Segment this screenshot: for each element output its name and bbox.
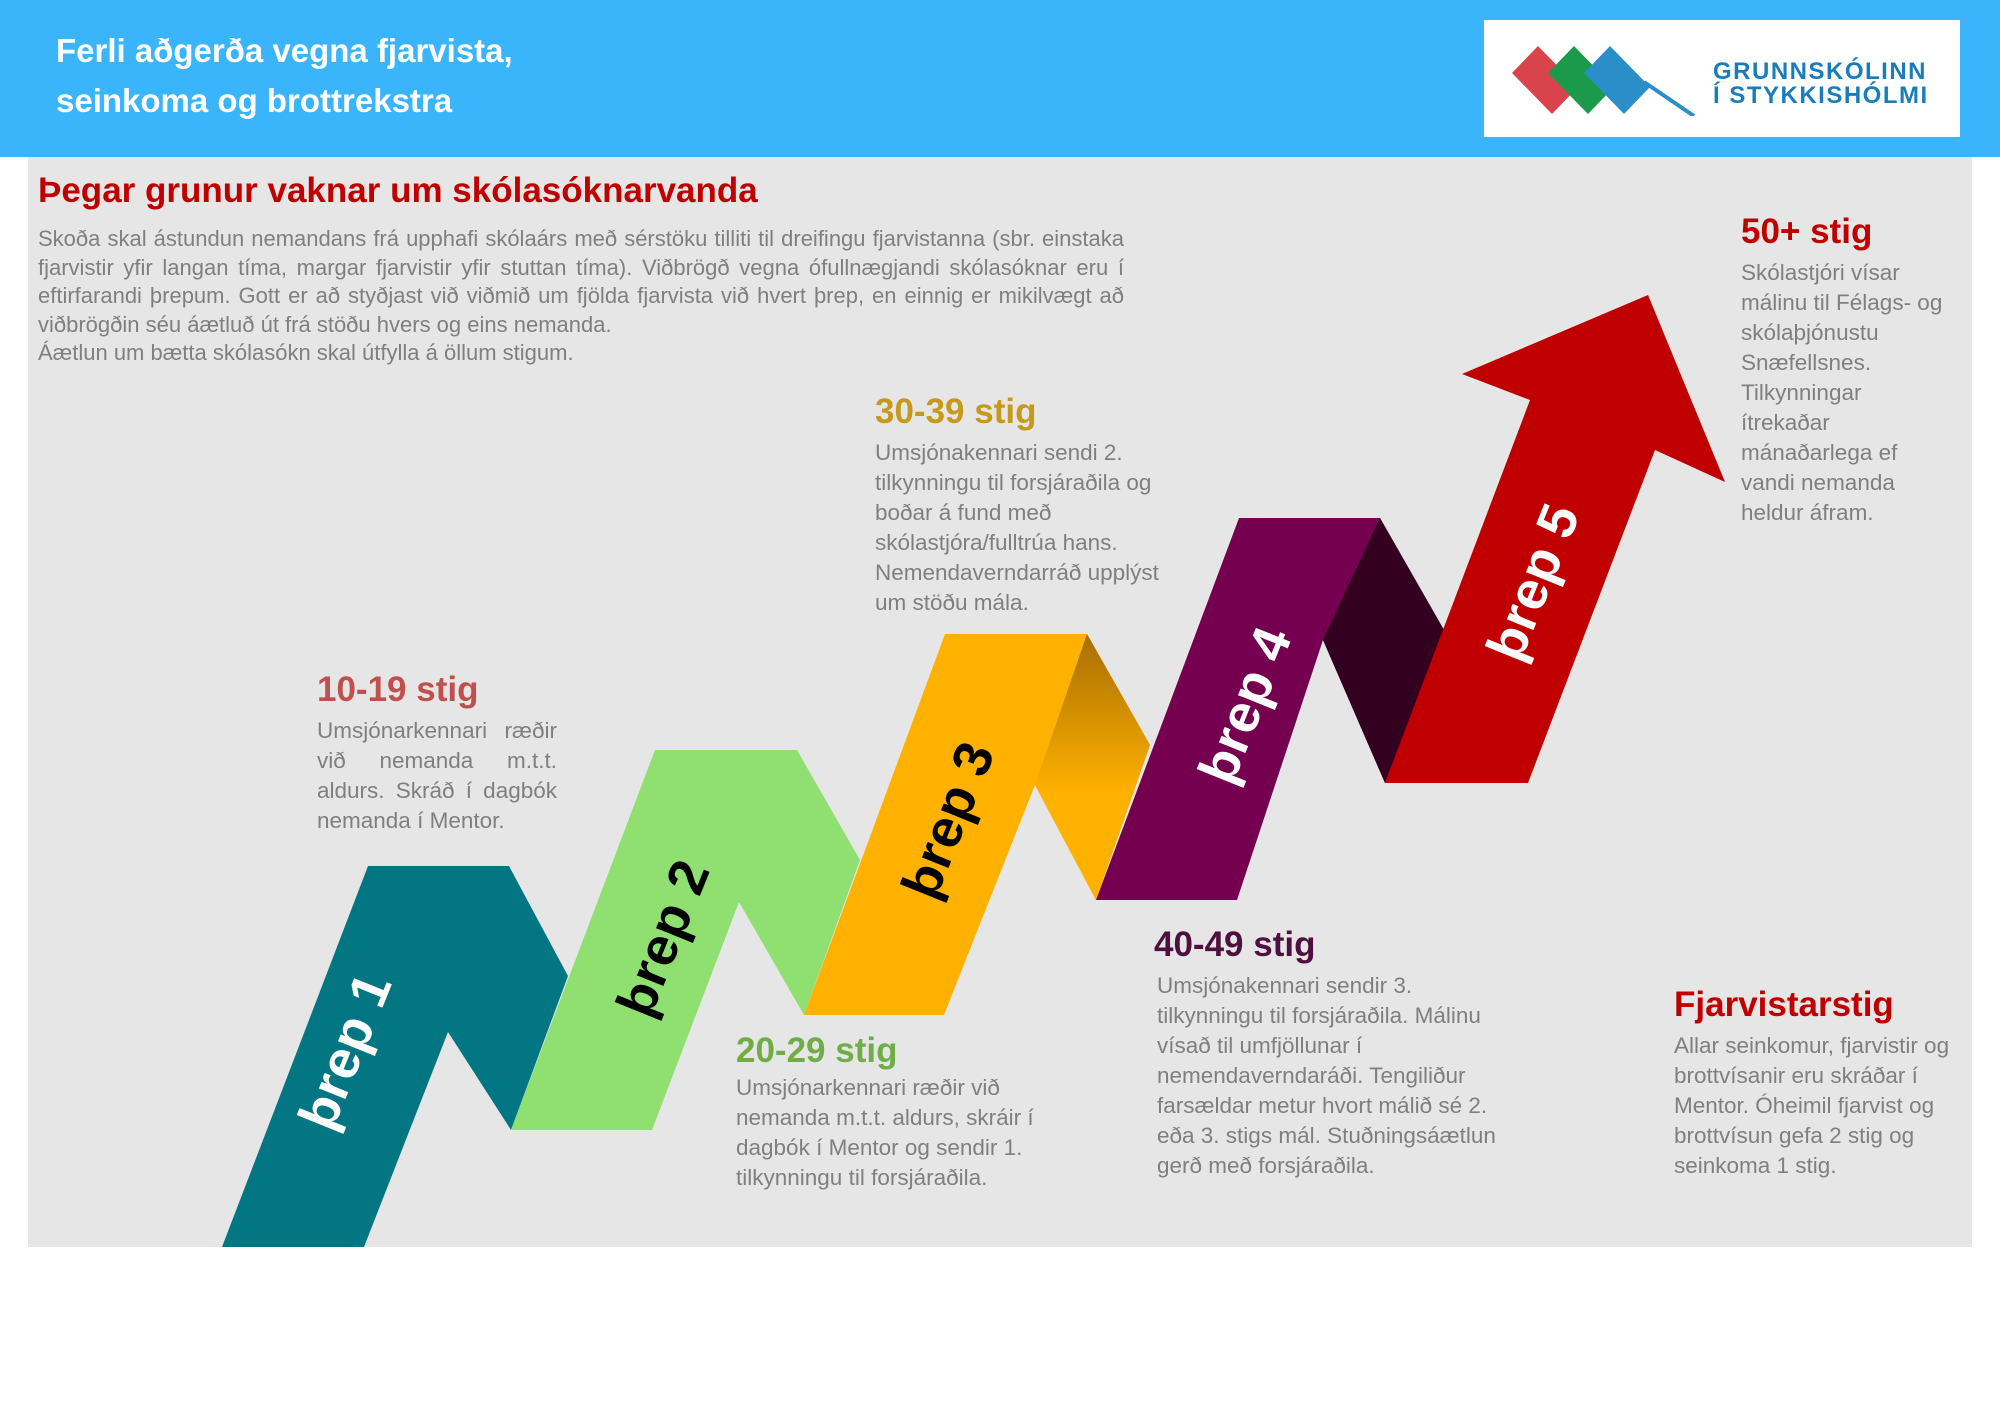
step-3-range: 30-39 stig	[875, 392, 1037, 431]
step-3-description: Umsjónakennari sendi 2. tilkynningu til …	[875, 440, 1159, 615]
step-5-description: Skólastjóri vísar málinu til Félags- og …	[1741, 260, 1943, 525]
page-title-line-2: seinkoma og brottrekstra	[56, 82, 453, 119]
page-title-line-1: Ferli aðgerða vegna fjarvista,	[56, 32, 513, 69]
intro-paragraph: Skoða skal ástundun nemandans frá upphaf…	[38, 226, 1124, 337]
step-1-range: 10-19 stig	[317, 670, 479, 709]
header-bar: Ferli aðgerða vegna fjarvista, seinkoma …	[0, 0, 2000, 157]
step-2-description: Umsjónarkennari ræðir við nemanda m.t.t.…	[736, 1075, 1034, 1190]
step-4-range: 40-49 stig	[1154, 925, 1316, 964]
intro-title: Þegar grunur vaknar um skólasóknarvanda	[38, 171, 758, 210]
step-1-ribbon	[222, 866, 568, 1247]
step-5-arrow	[1385, 295, 1725, 783]
step-2-range: 20-29 stig	[736, 1031, 898, 1070]
logo-mark-icon	[1512, 46, 1696, 116]
school-logo	[1484, 20, 1960, 137]
step-1-description: Umsjónarkennari ræðir við nemanda m.t.t.…	[317, 718, 557, 833]
summary-title: Fjarvistarstig	[1674, 985, 1894, 1024]
summary-description: Allar seinkomur, fjarvistir og brottvísa…	[1674, 1033, 1950, 1178]
intro-text: Skoða skal ástundun nemandans frá upphaf…	[38, 225, 1124, 368]
intro-paragraph-last: Áætlun um bætta skólasókn skal útfylla á…	[38, 340, 574, 365]
step-4-fold	[1323, 518, 1444, 783]
step-5-range: 50+ stig	[1741, 212, 1873, 251]
step-3-fold	[1035, 634, 1150, 900]
step-4-description: Umsjónakennari sendir 3. tilkynningu til…	[1157, 973, 1496, 1178]
step-2-ribbon	[511, 750, 860, 1130]
logo-text-line-1: GRUNNSKÓLINN	[1713, 58, 1927, 85]
logo-text-line-2: Í STYKKISHÓLMI	[1713, 82, 1929, 109]
